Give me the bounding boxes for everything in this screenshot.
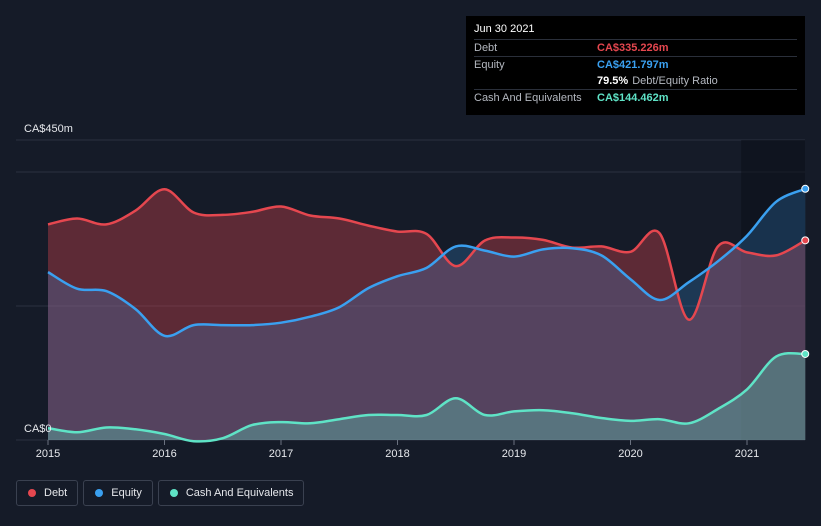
end-marker-debt: [801, 236, 810, 245]
tooltip-debt-value: CA$335.226m: [597, 42, 669, 54]
legend-item-equity[interactable]: Equity: [83, 480, 153, 506]
line-cash-and-equivalents: [47, 351, 806, 443]
x-tick-label: 2016: [152, 448, 176, 460]
tooltip-equity-label: Equity: [474, 59, 505, 71]
legend-label-equity: Equity: [111, 487, 142, 499]
legend-item-cash[interactable]: Cash And Equivalents: [157, 480, 305, 506]
area-debt: [48, 189, 806, 440]
x-tick-label: 2021: [735, 448, 759, 460]
tooltip-equity-value: CA$421.797m: [597, 59, 669, 71]
tooltip-row-debt: Debt CA$335.226m: [474, 39, 797, 56]
y-tick-label-zero: CA$0: [24, 423, 52, 435]
axis-ticks: 2015 2016 2017 2018 2019 2020 2021 CA$450m CA$0: [24, 123, 759, 460]
x-tick-label: 2020: [618, 448, 642, 460]
end-marker-cash-and-equivalents: [801, 349, 810, 358]
tooltip-cash-value: CA$144.462m: [597, 92, 669, 104]
gridlines: [16, 139, 805, 441]
tooltip-row-cash: Cash And Equivalents CA$144.462m: [474, 89, 797, 106]
x-tick-label: 2017: [269, 448, 293, 460]
data-tooltip: Jun 30 2021 Debt CA$335.226m Equity CA$4…: [466, 16, 805, 115]
tooltip-date: Jun 30 2021: [474, 23, 535, 35]
tooltip-ratio-label: Debt/Equity Ratio: [632, 75, 718, 87]
tooltip-cash-label: Cash And Equivalents: [474, 92, 582, 104]
tooltip-row-equity: Equity CA$421.797m: [474, 56, 797, 73]
tooltip-debt-label: Debt: [474, 42, 498, 54]
chart-legend: Debt Equity Cash And Equivalents: [16, 480, 305, 508]
line-equity: [47, 187, 806, 338]
end-marker-equity: [801, 184, 810, 193]
legend-dot-cash: [169, 489, 178, 497]
area-cash-and-equivalents: [48, 353, 806, 442]
legend-label-cash: Cash And Equivalents: [185, 487, 294, 499]
series-lines: [47, 187, 806, 443]
x-tick-label: 2019: [502, 448, 526, 460]
area-equity: [48, 188, 806, 440]
tooltip-ratio-value: 79.5%: [597, 75, 629, 87]
x-tick-label: 2018: [385, 448, 409, 460]
series-areas: [48, 188, 806, 442]
latest-period-highlight: [741, 140, 805, 440]
tooltip-row-ratio: 79.5% Debt/Equity Ratio: [474, 73, 797, 89]
y-tick-label-max: CA$450m: [24, 123, 73, 135]
line-debt: [47, 188, 806, 321]
series-end-markers: [801, 184, 810, 358]
legend-dot-debt: [28, 489, 36, 497]
legend-dot-equity: [95, 489, 104, 497]
x-tick-label: 2015: [36, 448, 60, 460]
legend-item-debt[interactable]: Debt: [16, 480, 79, 506]
legend-label-debt: Debt: [44, 487, 68, 499]
